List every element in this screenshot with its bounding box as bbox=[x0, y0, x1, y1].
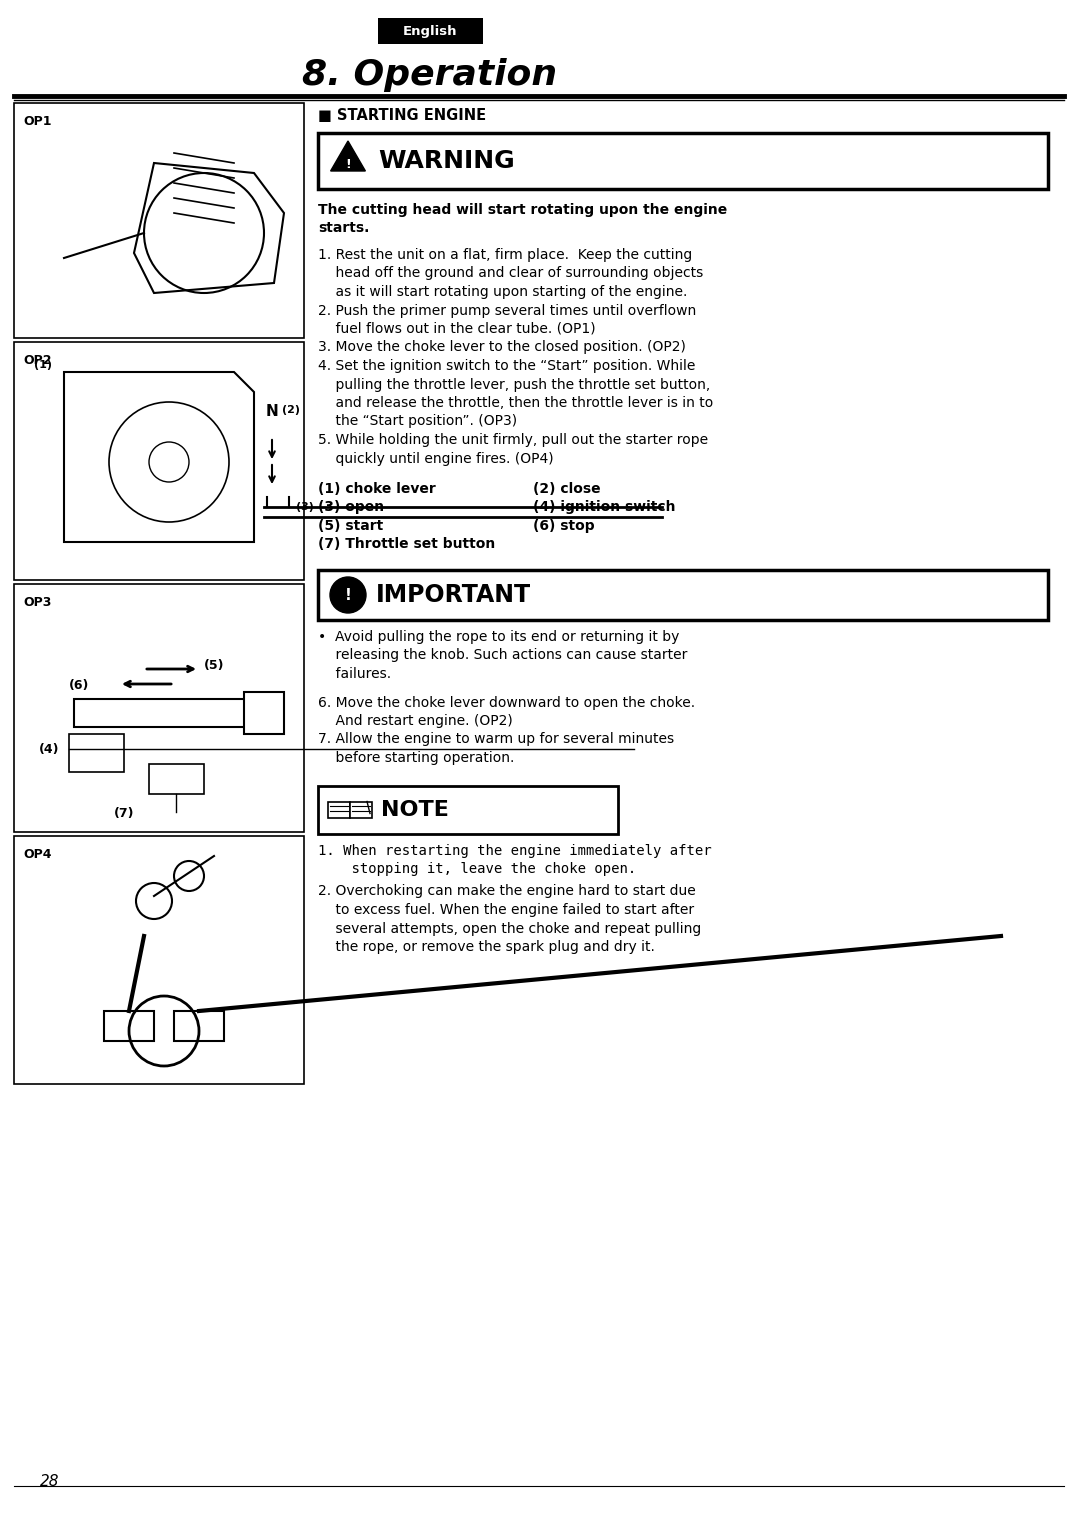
Text: And restart engine. (OP2): And restart engine. (OP2) bbox=[318, 714, 513, 728]
Bar bbox=[244, 691, 284, 734]
Text: 1. Rest the unit on a flat, firm place.  Keep the cutting: 1. Rest the unit on a flat, firm place. … bbox=[318, 249, 692, 262]
Text: (2) close: (2) close bbox=[534, 482, 600, 496]
Bar bbox=[318, 571, 1048, 620]
Text: IMPORTANT: IMPORTANT bbox=[376, 583, 531, 607]
Text: (1) choke lever: (1) choke lever bbox=[318, 482, 435, 496]
Bar bbox=[104, 1012, 154, 1041]
Text: OP4: OP4 bbox=[23, 848, 52, 861]
Bar bbox=[328, 801, 350, 818]
Bar bbox=[14, 342, 303, 580]
Text: OP1: OP1 bbox=[23, 114, 52, 128]
Bar bbox=[14, 836, 303, 1083]
Bar bbox=[318, 133, 1048, 189]
Text: (5): (5) bbox=[204, 659, 225, 671]
Text: !: ! bbox=[346, 159, 351, 171]
Bar bbox=[75, 699, 254, 726]
Text: 5. While holding the unit firmly, pull out the starter rope: 5. While holding the unit firmly, pull o… bbox=[318, 433, 708, 447]
Text: pulling the throttle lever, push the throttle set button,: pulling the throttle lever, push the thr… bbox=[318, 377, 711, 392]
Text: (4): (4) bbox=[39, 743, 59, 755]
Text: (5) start: (5) start bbox=[318, 519, 383, 533]
Text: 28: 28 bbox=[40, 1474, 59, 1489]
Text: (3) open: (3) open bbox=[318, 501, 384, 514]
Text: fuel flows out in the clear tube. (OP1): fuel flows out in the clear tube. (OP1) bbox=[318, 322, 596, 336]
Text: N: N bbox=[266, 404, 279, 420]
Text: starts.: starts. bbox=[318, 221, 369, 235]
Text: English: English bbox=[403, 24, 457, 38]
Text: OP3: OP3 bbox=[23, 597, 52, 609]
Bar bbox=[149, 765, 204, 794]
Bar bbox=[174, 1012, 224, 1041]
Text: the “Start position”. (OP3): the “Start position”. (OP3) bbox=[318, 415, 517, 429]
Text: 4. Set the ignition switch to the “Start” position. While: 4. Set the ignition switch to the “Start… bbox=[318, 359, 696, 372]
Text: head off the ground and clear of surrounding objects: head off the ground and clear of surroun… bbox=[318, 267, 703, 281]
Text: WARNING: WARNING bbox=[378, 150, 515, 172]
Text: ■ STARTING ENGINE: ■ STARTING ENGINE bbox=[318, 108, 486, 124]
Text: failures.: failures. bbox=[318, 667, 391, 681]
Text: several attempts, open the choke and repeat pulling: several attempts, open the choke and rep… bbox=[318, 922, 701, 935]
Text: (3): (3) bbox=[296, 502, 314, 513]
Bar bbox=[350, 801, 372, 818]
Text: quickly until engine fires. (OP4): quickly until engine fires. (OP4) bbox=[318, 452, 554, 465]
Text: (2): (2) bbox=[282, 404, 300, 415]
Text: The cutting head will start rotating upon the engine: The cutting head will start rotating upo… bbox=[318, 203, 727, 217]
Text: (7): (7) bbox=[114, 807, 135, 821]
Bar bbox=[14, 584, 303, 832]
Text: (7) Throttle set button: (7) Throttle set button bbox=[318, 537, 496, 551]
Text: OP2: OP2 bbox=[23, 354, 52, 366]
Bar bbox=[318, 786, 618, 833]
Text: 1. When restarting the engine immediately after: 1. When restarting the engine immediatel… bbox=[318, 844, 712, 858]
Text: and release the throttle, then the throttle lever is in to: and release the throttle, then the throt… bbox=[318, 397, 713, 410]
Text: to excess fuel. When the engine failed to start after: to excess fuel. When the engine failed t… bbox=[318, 903, 694, 917]
Text: NOTE: NOTE bbox=[381, 800, 449, 819]
Text: 2. Push the primer pump several times until overflown: 2. Push the primer pump several times un… bbox=[318, 304, 697, 317]
Text: (4) ignition switch: (4) ignition switch bbox=[534, 501, 675, 514]
Text: 8. Operation: 8. Operation bbox=[302, 58, 557, 92]
Text: (6) stop: (6) stop bbox=[534, 519, 595, 533]
Circle shape bbox=[330, 577, 366, 613]
Text: !: ! bbox=[345, 588, 351, 603]
Text: stopping it, leave the choke open.: stopping it, leave the choke open. bbox=[318, 862, 636, 876]
Bar bbox=[14, 102, 303, 337]
Text: 6. Move the choke lever downward to open the choke.: 6. Move the choke lever downward to open… bbox=[318, 696, 696, 710]
Text: 7. Allow the engine to warm up for several minutes: 7. Allow the engine to warm up for sever… bbox=[318, 732, 674, 746]
Text: 2. Overchoking can make the engine hard to start due: 2. Overchoking can make the engine hard … bbox=[318, 885, 696, 899]
Text: the rope, or remove the spark plug and dry it.: the rope, or remove the spark plug and d… bbox=[318, 940, 654, 954]
Text: before starting operation.: before starting operation. bbox=[318, 751, 514, 765]
Text: 3. Move the choke lever to the closed position. (OP2): 3. Move the choke lever to the closed po… bbox=[318, 340, 686, 354]
Text: (6): (6) bbox=[69, 679, 90, 691]
Text: as it will start rotating upon starting of the engine.: as it will start rotating upon starting … bbox=[318, 285, 687, 299]
Text: •  Avoid pulling the rope to its end or returning it by: • Avoid pulling the rope to its end or r… bbox=[318, 630, 679, 644]
Text: releasing the knob. Such actions can cause starter: releasing the knob. Such actions can cau… bbox=[318, 649, 687, 662]
Polygon shape bbox=[330, 140, 365, 171]
Text: (1): (1) bbox=[33, 360, 52, 369]
Bar bbox=[378, 18, 483, 44]
Bar bbox=[69, 734, 124, 772]
